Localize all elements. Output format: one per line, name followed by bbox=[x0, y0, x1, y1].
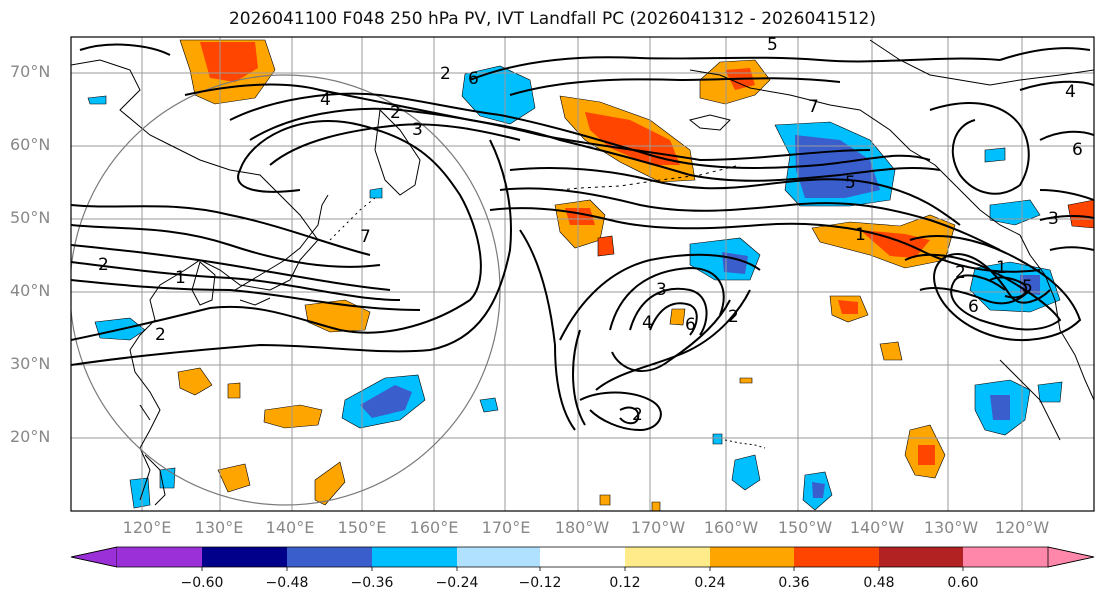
contour-label: 6 bbox=[1072, 140, 1083, 160]
contour-label: 6 bbox=[968, 297, 979, 317]
contour-label: 4 bbox=[642, 313, 653, 333]
lon-label-160w: 160°W bbox=[703, 518, 759, 537]
colorbar-tick-label: 0.12 bbox=[609, 575, 641, 591]
contour-label: 3 bbox=[412, 120, 423, 140]
colorbar-tick-label: −0.24 bbox=[435, 575, 479, 591]
contour-label: 1 bbox=[996, 258, 1007, 278]
colorbar-tick-label: 0.24 bbox=[694, 575, 726, 591]
contour-label: 2 bbox=[728, 307, 739, 327]
contour-label: 4 bbox=[320, 90, 331, 110]
lon-label-140e: 140°E bbox=[265, 518, 315, 537]
lon-label-130e: 130°E bbox=[194, 518, 244, 537]
contour-label: 3 bbox=[656, 280, 667, 300]
landfall-radius-circle bbox=[71, 74, 501, 506]
lon-label-140w: 140°W bbox=[849, 518, 905, 537]
contour-label: 1 bbox=[175, 268, 186, 288]
lon-label-130w: 130°W bbox=[923, 518, 979, 537]
lat-label-70n: 70°N bbox=[10, 62, 51, 81]
contour-label: 4 bbox=[1065, 82, 1076, 102]
contour-label: 1 bbox=[855, 225, 866, 245]
lat-label-30n: 30°N bbox=[10, 354, 51, 373]
contour-label: 2 bbox=[155, 325, 166, 345]
lon-label-150e: 150°E bbox=[337, 518, 387, 537]
lon-label-170w: 170°W bbox=[630, 518, 686, 537]
map-title: 2026041100 F048 250 hPa PV, IVT Landfall… bbox=[228, 9, 876, 29]
map-title-wrap: 2026041100 F048 250 hPa PV, IVT Landfall… bbox=[0, 0, 1105, 36]
lat-label-60n: 60°N bbox=[10, 135, 51, 154]
lon-label-180w: 180°W bbox=[554, 518, 610, 537]
colorbar-tick-label: 0.48 bbox=[863, 575, 895, 591]
contour-label: 5 bbox=[845, 173, 856, 193]
map-gridlines bbox=[71, 37, 1094, 511]
map-frame bbox=[70, 36, 1095, 512]
coastlines bbox=[71, 39, 1094, 506]
map-content: 4 2 3 5 7 2 6 5 7 2 1 2 1 2 3 6 2 1 5 3 … bbox=[71, 35, 1094, 511]
contour-label: 7 bbox=[360, 227, 371, 247]
lon-label-150w: 150°W bbox=[777, 518, 833, 537]
colorbar-tick-label: 0.36 bbox=[778, 575, 810, 591]
colorbar-tick-label: −0.48 bbox=[265, 575, 309, 591]
lat-label-20n: 20°N bbox=[10, 427, 51, 446]
lon-label-120e: 120°E bbox=[122, 518, 172, 537]
colorbar-tick-label: 0.60 bbox=[947, 575, 979, 591]
contour-label: 7 bbox=[808, 97, 819, 117]
colorbar-extend-min bbox=[70, 546, 118, 568]
contour-label: 2 bbox=[440, 64, 451, 84]
lon-label-120w: 120°W bbox=[994, 518, 1050, 537]
contour-label: 2 bbox=[98, 255, 109, 275]
contour-label: 2 bbox=[955, 263, 966, 283]
contour-label: 6 bbox=[685, 315, 696, 335]
colorbar-tick-label: −0.12 bbox=[518, 575, 562, 591]
pv-contours bbox=[71, 43, 1094, 432]
lon-label-160e: 160°E bbox=[409, 518, 459, 537]
colorbar bbox=[70, 546, 1095, 571]
contour-label: 5 bbox=[1022, 277, 1033, 297]
contour-label: 2 bbox=[390, 103, 401, 123]
lat-label-50n: 50°N bbox=[10, 208, 51, 227]
lat-label-40n: 40°N bbox=[10, 281, 51, 300]
contour-label: 6 bbox=[468, 69, 479, 89]
colorbar-tick-label: −0.36 bbox=[350, 575, 394, 591]
contour-label: 3 bbox=[1048, 209, 1059, 229]
lon-label-170e: 170°E bbox=[481, 518, 531, 537]
contour-label: 2 bbox=[632, 405, 643, 425]
contour-label: 5 bbox=[767, 35, 778, 55]
colorbar-extend-max bbox=[1047, 546, 1095, 568]
colorbar-tick-label: −0.60 bbox=[180, 575, 224, 591]
contour-labels: 4 2 3 5 7 2 6 5 7 2 1 2 1 2 3 6 2 1 5 3 … bbox=[98, 35, 1083, 425]
